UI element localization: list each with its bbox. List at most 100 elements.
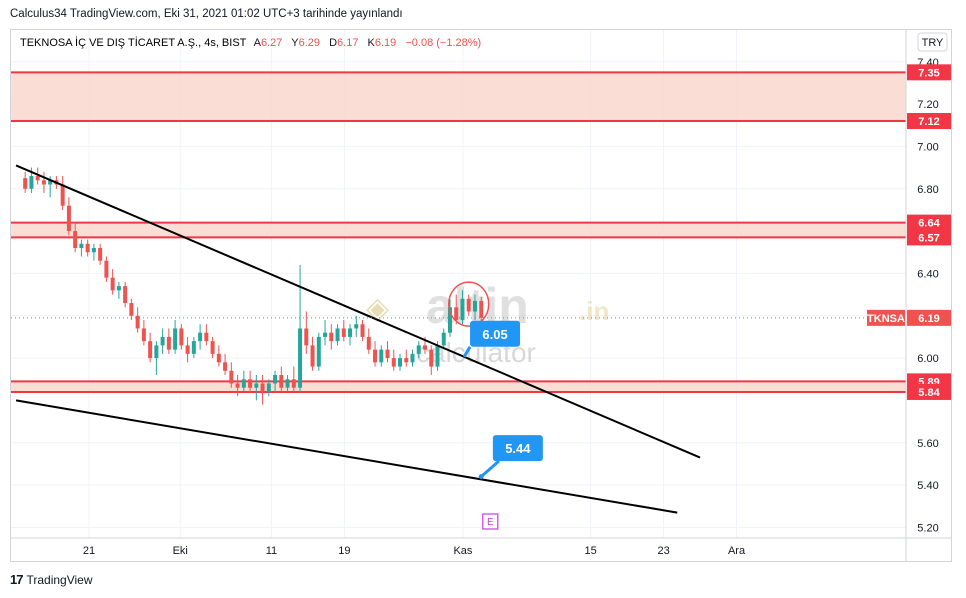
candle (79, 239, 84, 257)
time-tick-label: 23 (657, 545, 669, 557)
candle (248, 370, 253, 392)
candle (110, 269, 115, 295)
candle-body (154, 345, 159, 359)
tradingview-logo-icon: 17 (10, 572, 24, 587)
candle-body (210, 341, 215, 354)
candle-body (404, 358, 409, 363)
candle (241, 370, 246, 392)
candle-body (135, 315, 140, 329)
time-tick-label: 15 (584, 545, 596, 557)
candle-body (198, 332, 203, 342)
candle (223, 353, 228, 376)
time-tick-label: 21 (83, 545, 95, 557)
candle (348, 324, 353, 346)
trendlines (15, 164, 701, 514)
candle-body (391, 358, 396, 367)
callout: 5.44 (478, 435, 543, 480)
candle-body (323, 332, 328, 337)
zone-bottom-badge: 7.12 (918, 116, 939, 128)
candle (23, 171, 28, 193)
candle-body (60, 184, 65, 206)
candle (135, 307, 140, 333)
candle-body (398, 358, 403, 367)
candle (460, 290, 465, 325)
candle-body (385, 349, 390, 359)
callout-label: 6.05 (482, 327, 507, 342)
candle (229, 362, 234, 388)
candle-body (441, 332, 446, 346)
callout-pointer (462, 346, 472, 358)
callout-anchor (478, 474, 484, 480)
footer-brand[interactable]: 17 TradingView (10, 572, 93, 587)
chart-frame[interactable]: ◈ altin .in calculator 6.05 5.44 E 7.40 7.… (10, 29, 952, 562)
candle (116, 281, 121, 299)
publication-credit: Calculus34 TradingView.com, Eki 31, 2021… (10, 8, 403, 20)
candle-body (41, 180, 46, 185)
candle (316, 332, 321, 371)
ohlc-legend: TEKNOSA İÇ VE DIŞ TİCARET A.Ş., 4s, BIST… (20, 36, 481, 49)
earnings-marker[interactable]: E (482, 513, 499, 530)
candle (466, 294, 471, 316)
candle (366, 328, 371, 354)
time-tick-label: 19 (338, 545, 350, 557)
candle-body (148, 341, 153, 359)
candle-body (410, 353, 415, 363)
candle (191, 336, 196, 359)
last-price-symbol-bg (867, 309, 905, 326)
change-value: −0.08 (−1.28%) (405, 37, 481, 49)
price-tick-label: 5.60 (917, 438, 938, 450)
zone-bottom-badge-bg (907, 113, 951, 130)
candle-body (379, 349, 384, 363)
time-axis: 21 Eki 11 19 Kas 15 23 Ara (83, 545, 746, 557)
candle-body (454, 307, 459, 320)
candle (41, 171, 46, 193)
zone-bottom-badge: 5.84 (918, 387, 940, 399)
zone-bottom-badge-bg (907, 229, 951, 246)
candle-body (360, 324, 365, 337)
high-value: 6.29 (299, 37, 320, 49)
open-value: 6.27 (261, 37, 282, 49)
price-tick-label: 7.20 (917, 99, 938, 111)
candle-body (216, 353, 221, 363)
callout-box (492, 435, 543, 462)
candle-body (66, 205, 71, 232)
candle-body (173, 328, 178, 350)
time-tick-label: Ara (728, 545, 746, 557)
candle (285, 375, 290, 392)
trendline (15, 399, 678, 514)
last-price-badge-bg (907, 309, 951, 326)
time-tick-label: Kas (453, 545, 472, 557)
open-label: A (254, 37, 262, 49)
zone-fill (11, 222, 906, 238)
candle-body (472, 300, 477, 312)
high-label: Y (291, 37, 299, 49)
candle-body (447, 307, 452, 333)
currency-button[interactable]: TRY (917, 32, 948, 52)
candle (73, 222, 78, 253)
candle (123, 281, 128, 308)
symbol-title: TEKNOSA İÇ VE DIŞ TİCARET A.Ş., 4s, BIST (20, 36, 247, 49)
low-label: D (329, 37, 337, 49)
candle (398, 353, 403, 371)
candle (360, 319, 365, 342)
candle-body (273, 375, 278, 384)
candle (379, 345, 384, 367)
candle (198, 324, 203, 350)
candle-body (248, 379, 253, 388)
candle (154, 341, 159, 376)
price-chart[interactable]: ◈ altin .in calculator 6.055.44 E 7.407.… (11, 30, 951, 561)
candle-body (241, 379, 246, 388)
candle-body (79, 243, 84, 249)
candle (298, 264, 303, 392)
candle-body (116, 286, 121, 291)
price-tick-label: 6.40 (917, 268, 938, 280)
candle (410, 349, 415, 367)
candle (166, 328, 171, 354)
candle-body (335, 328, 340, 342)
candle (35, 167, 40, 185)
candle-body (91, 248, 96, 253)
price-tick-label: 6.00 (917, 353, 938, 365)
candle (335, 324, 340, 346)
highlight-ellipse (447, 281, 490, 327)
